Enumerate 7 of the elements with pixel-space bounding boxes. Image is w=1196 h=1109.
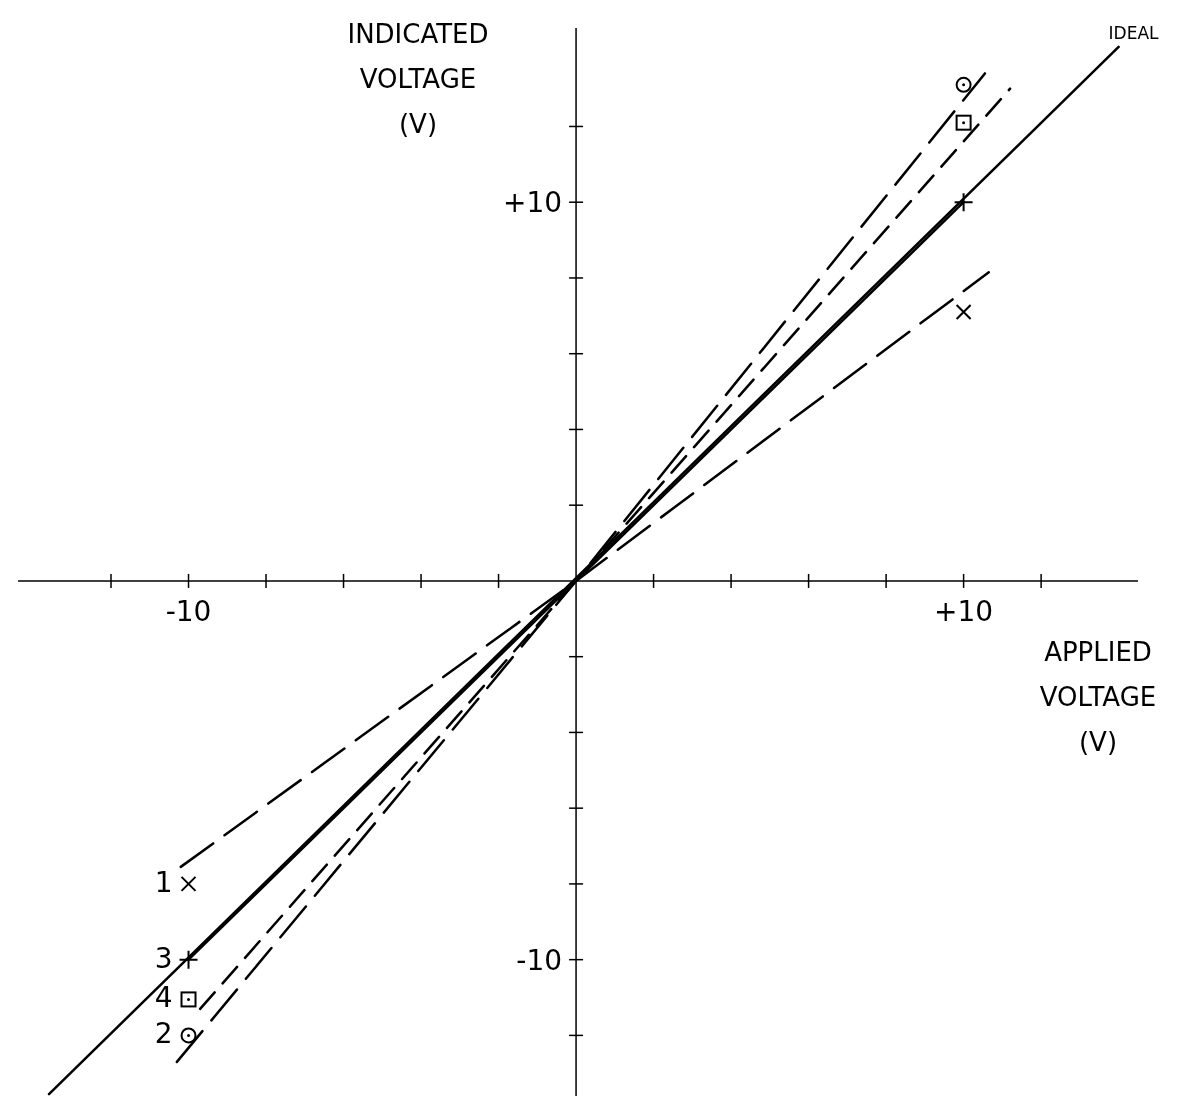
- series-label: IDEAL: [1108, 22, 1160, 43]
- series-label: 4: [154, 981, 173, 1015]
- series-label: 1: [154, 865, 173, 899]
- series-label: 2: [154, 1017, 173, 1051]
- series-label: 3: [154, 941, 173, 975]
- y-axis-title: INDICATED VOLTAGE (V): [347, 19, 489, 139]
- x-axis-title: APPLIED VOLTAGE (V): [1039, 636, 1157, 757]
